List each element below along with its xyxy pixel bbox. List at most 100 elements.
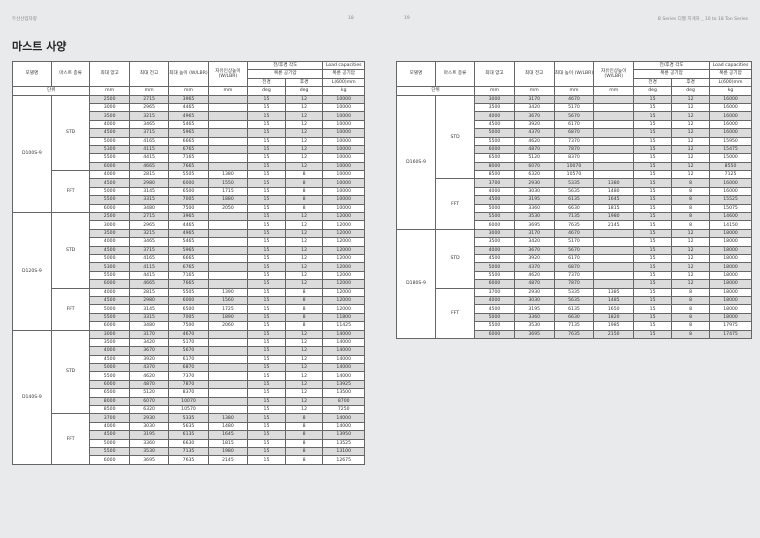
spec-cell: 16000 [709,186,752,197]
spec-cell: 10000 [322,128,365,138]
spec-cell: 10070 [168,396,209,407]
spec-cell: 4670 [168,329,209,339]
spec-cell: 3530 [513,212,555,222]
spec-cell: 4370 [513,262,555,272]
spec-cell: 1560 [207,295,249,306]
spec-cell: 15 [247,312,286,323]
table-row: 4000 3670 5670 15 12 14000 [13,346,365,356]
spec-cell: 1385 [593,287,635,297]
spec-cell: 6765 [168,262,209,272]
spec-cell: 12 [671,119,711,130]
spec-cell: 8 [284,455,324,465]
spec-cell: 2930 [513,287,555,297]
spec-cell [207,279,249,289]
spec-cell: 5000 [89,363,130,373]
spec-cell: 4620 [128,371,170,381]
spec-cell: 8 [671,321,711,331]
spec-cell: 8000 [89,396,130,407]
spec-cell: 10000 [322,170,365,180]
spec-cell [207,153,249,163]
spec-cell: 3500 [89,111,130,121]
table-row: 5500 3315 7005 1880 15 8 10000 [13,195,365,205]
spec-cell: 15 [247,413,286,423]
mast-type: STD [50,329,91,415]
spec-cell: 15 [247,388,286,398]
spec-cell [207,371,249,381]
spec-cell: 1725 [207,304,249,314]
spec-cell: 15 [633,119,673,130]
spec-cell: 13500 [322,388,365,398]
spec-cell: 15 [633,312,673,323]
spec-cell: 6135 [168,430,209,440]
spec-cell: 1645 [207,430,249,440]
spec-cell: 2930 [128,413,170,423]
spec-cell: 1390 [207,287,249,297]
unit-cell: deg [671,86,711,96]
spec-cell: 8 [284,304,324,314]
spec-cell: 12 [284,262,324,272]
spec-cell: 3215 [128,111,170,121]
spec-cell: 15 [247,371,286,381]
spec-cell: 6630 [553,312,595,323]
spec-cell: 12000 [322,220,365,230]
overall-lowered-header: 최대 전고 [128,60,170,88]
spec-cell: 3670 [128,346,170,356]
spec-cell: 12 [284,371,324,381]
spec-cell: 12 [671,237,711,247]
spec-cell: 12 [284,102,324,113]
spec-cell: 11800 [322,312,365,323]
spec-cell [593,270,635,281]
spec-cell: 15 [247,153,286,163]
spec-cell: 4465 [168,102,209,113]
table-row: 5300 4115 6765 15 12 10000 [13,144,365,155]
load-header: Load capacities [709,60,752,71]
spec-cell: 4000 [89,346,130,356]
spec-cell: 1815 [207,438,249,448]
spec-cell: 7500 [168,321,209,331]
spec-cell: 12 [284,128,324,138]
spec-cell [593,237,635,247]
table-row: 4000 3030 5635 1480 15 8 16000 [397,186,752,197]
spec-cell: 5335 [168,413,209,423]
table-row: D120S-9 STD 2500 2715 3965 15 12 12000 [12,212,365,331]
spec-cell: 1480 [207,421,249,432]
spec-cell: 15 [247,337,286,348]
table-row: 8000 6070 10070 15 12 8550 [397,161,752,172]
spec-cell [207,94,249,104]
spec-cell: 6870 [553,262,595,272]
spec-cell: 5500 [89,195,130,205]
free-lift-header: 자유인상높이 (W/LBR) [207,60,249,88]
free-lift-header: 자유인상높이 (W/LBR) [593,60,635,88]
spec-cell: 8 [671,287,711,297]
spec-cell: 12 [284,212,324,222]
spec-cell: 10570 [168,404,209,415]
spec-cell: 7370 [553,136,595,146]
spec-cell: 4665 [128,161,170,172]
spec-cell: 7135 [168,446,209,457]
spec-cell: 6665 [168,253,209,264]
spec-cell: 10000 [322,195,365,205]
unit-cell: deg [284,86,324,96]
spec-cell [207,144,249,155]
model-name: D120S-9 [12,212,52,331]
spec-cell: 5500 [89,371,130,381]
spec-cell: 14000 [322,337,365,348]
spec-cell: 3695 [513,220,555,230]
model-name: D160S-9 [395,94,437,230]
table-row: 4000 3670 5670 15 12 18000 [397,245,752,256]
spec-cell: 5500 [89,270,130,281]
spec-cell: 4000 [474,186,515,197]
spec-cell: 3145 [128,186,170,197]
spec-cell: 15 [633,295,673,306]
spec-cell [593,161,635,172]
table-row: 5500 3530 7135 1980 15 8 14600 [397,212,752,222]
overall-extended-header: 최대 높이 (W/LBR) [168,60,209,88]
spec-cell: 10000 [322,186,365,197]
table-row: 5500 3530 7135 1980 15 8 13100 [13,446,365,457]
spec-cell: 7005 [168,195,209,205]
spec-cell: 15 [247,253,286,264]
spec-cell: 15 [247,363,286,373]
spec-cell: 8700 [322,396,365,407]
spec-cell: 6500 [168,186,209,197]
tilt-header: 전/후경 각도 [247,60,324,71]
